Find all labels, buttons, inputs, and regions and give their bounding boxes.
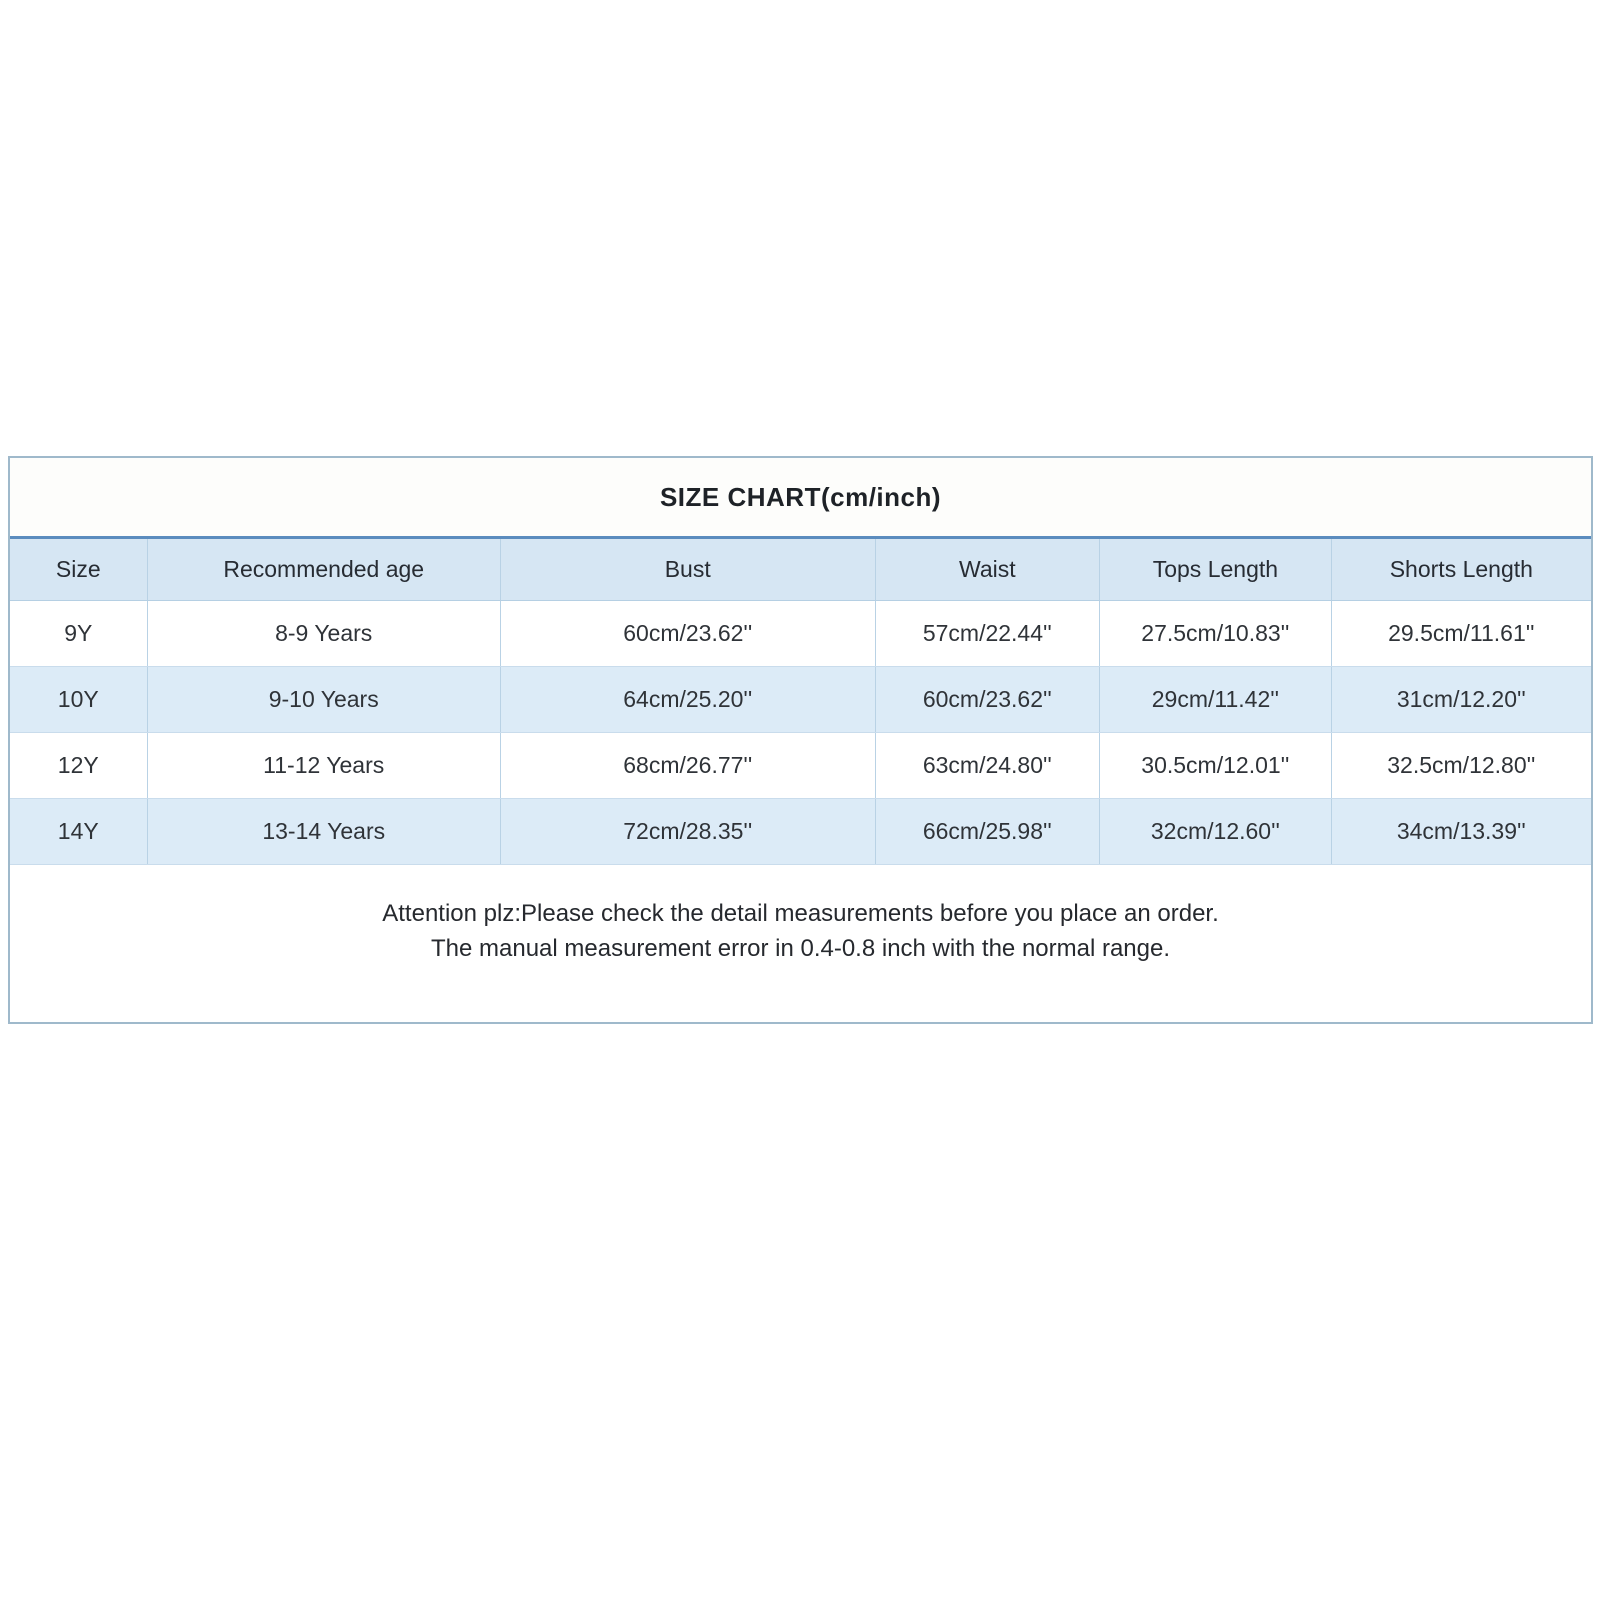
cell-tops-length: 32cm/12.60'' (1100, 799, 1332, 864)
cell-size: 9Y (10, 601, 148, 666)
cell-size: 14Y (10, 799, 148, 864)
header-cell-waist: Waist (876, 539, 1101, 600)
cell-tops-length: 27.5cm/10.83'' (1100, 601, 1332, 666)
cell-shorts-length: 34cm/13.39'' (1396, 818, 1526, 844)
cell-waist: 60cm/23.62'' (876, 667, 1101, 732)
cell-size: 10Y (10, 667, 148, 732)
table-header-row: Size Recommended age Bust Waist Tops Len… (10, 536, 1591, 601)
cell-bust: 68cm/26.77'' (501, 733, 876, 798)
cell-bust: 60cm/23.62'' (501, 601, 876, 666)
cell-bust: 64cm/25.20'' (501, 667, 876, 732)
table-row-10y: 10Y 9-10 Years 64cm/25.20'' 60cm/23.62''… (10, 667, 1591, 733)
table-row-9y: 9Y 8-9 Years 60cm/23.62'' 57cm/22.44'' 2… (10, 601, 1591, 667)
size-chart-title: SIZE CHART(cm/inch) (659, 481, 942, 512)
cell-shorts-length: 31cm/12.20'' (1396, 686, 1526, 712)
cell-waist: 63cm/24.80'' (876, 733, 1101, 798)
cell-tops-length: 29cm/11.42'' (1100, 667, 1332, 732)
size-chart-table: SIZE CHART(cm/inch) Size Recommended age… (8, 456, 1593, 1024)
header-cell-tops-length: Tops Length (1100, 539, 1332, 600)
cell-waist: 57cm/22.44'' (876, 601, 1101, 666)
header-cell-bust: Bust (501, 539, 876, 600)
attention-note-line-2: The manual measurement error in 0.4-0.8 … (430, 934, 1171, 962)
attention-note-line-1: Attention plz:Please check the detail me… (382, 899, 1219, 927)
header-cell-recommended-age: Recommended age (148, 539, 501, 600)
size-chart-title-row: SIZE CHART(cm/inch) (10, 458, 1591, 536)
table-row-14y: 14Y 13-14 Years 72cm/28.35'' 66cm/25.98'… (10, 799, 1591, 865)
header-cell-shorts-length: Shorts Length (1389, 556, 1533, 582)
cell-waist: 66cm/25.98'' (876, 799, 1101, 864)
table-row-12y: 12Y 11-12 Years 68cm/26.77'' 63cm/24.80'… (10, 733, 1591, 799)
cell-recommended-age: 8-9 Years (148, 601, 501, 666)
cell-tops-length: 30.5cm/12.01'' (1100, 733, 1332, 798)
cell-recommended-age: 13-14 Years (148, 799, 501, 864)
header-cell-size: Size (10, 539, 148, 600)
attention-note: Attention plz:Please check the detail me… (10, 865, 1591, 1022)
cell-bust: 72cm/28.35'' (501, 799, 876, 864)
cell-recommended-age: 9-10 Years (148, 667, 501, 732)
cell-size: 12Y (10, 733, 148, 798)
cell-shorts-length: 29.5cm/11.61'' (1388, 620, 1535, 646)
cell-shorts-length: 32.5cm/12.80'' (1387, 752, 1536, 778)
cell-recommended-age: 11-12 Years (148, 733, 501, 798)
